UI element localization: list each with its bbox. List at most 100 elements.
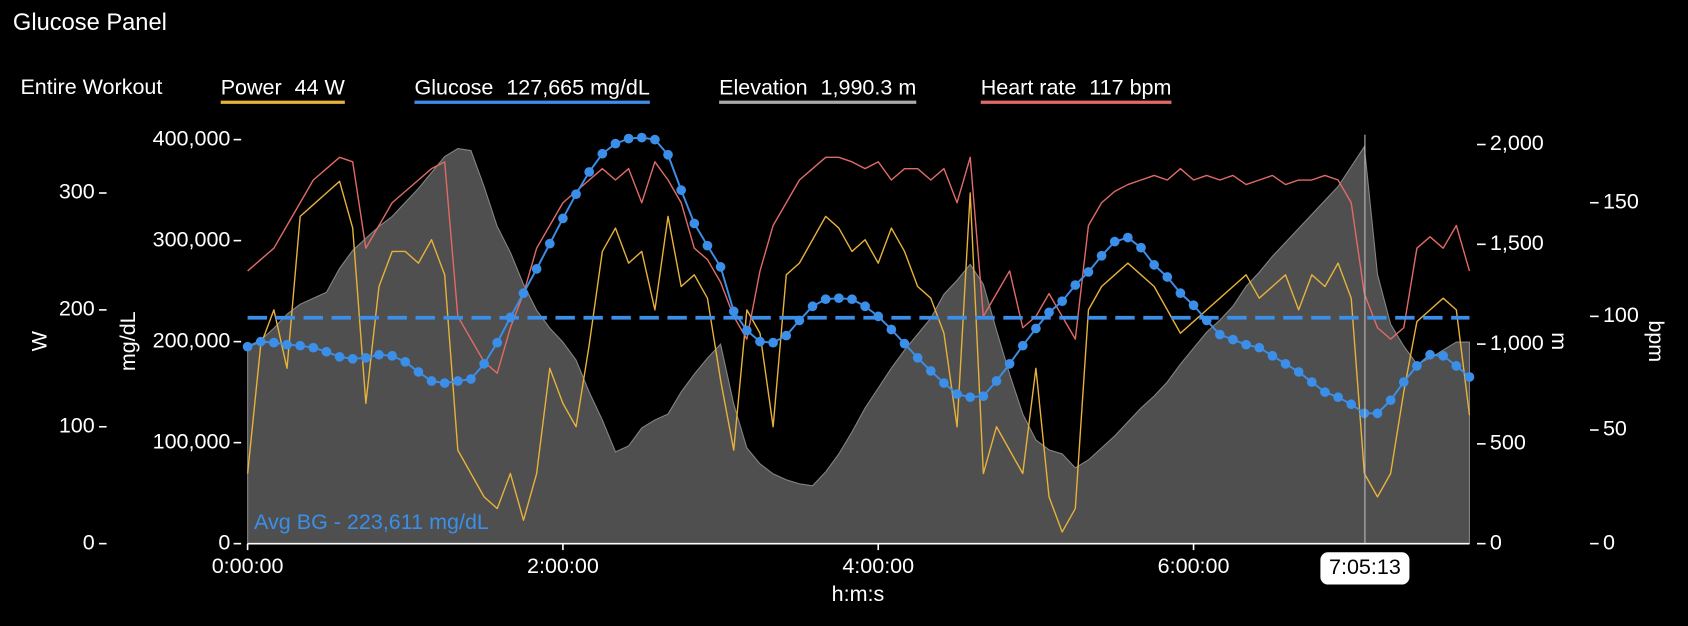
glucose-reading[interactable] <box>361 352 371 363</box>
glucose-reading[interactable] <box>1346 399 1357 410</box>
glucose-reading[interactable] <box>571 189 581 200</box>
glucose-reading[interactable] <box>1425 349 1435 360</box>
glucose-reading[interactable] <box>1214 329 1225 340</box>
glucose-reading[interactable] <box>925 366 936 376</box>
legend-title[interactable]: Entire Workout <box>20 75 162 99</box>
legend-name[interactable]: Heart rate <box>981 75 1077 99</box>
glucose-reading[interactable] <box>663 149 673 160</box>
glucose-reading[interactable] <box>295 340 306 351</box>
glucose-reading[interactable] <box>584 167 595 177</box>
glucose-reading[interactable] <box>347 353 358 364</box>
glucose-reading[interactable] <box>939 378 949 388</box>
glucose-reading[interactable] <box>820 294 831 305</box>
glucose-reading[interactable] <box>1031 323 1041 334</box>
glucose-reading[interactable] <box>1451 361 1462 371</box>
glucose-reading[interactable] <box>1398 377 1409 387</box>
glucose-reading[interactable] <box>544 238 555 249</box>
glucose-reading[interactable] <box>689 218 700 229</box>
glucose-reading[interactable] <box>518 288 529 298</box>
legend-readout[interactable]: 1,990.3 m <box>821 75 917 99</box>
glucose-reading[interactable] <box>781 330 792 341</box>
glucose-reading[interactable] <box>768 337 778 348</box>
glucose-reading[interactable] <box>755 336 765 347</box>
legend-readout[interactable]: 127,665 mg/dL <box>506 75 650 99</box>
glucose-reading[interactable] <box>1017 340 1028 351</box>
glucose-reading[interactable] <box>492 337 503 348</box>
glucose-reading[interactable] <box>1412 361 1422 371</box>
glucose-reading[interactable] <box>321 346 332 357</box>
glucose-reading[interactable] <box>1333 392 1343 403</box>
glucose-reading[interactable] <box>242 341 253 352</box>
glucose-reading[interactable] <box>452 376 463 386</box>
glucose-reading[interactable] <box>1096 250 1107 261</box>
legend-name[interactable]: Glucose <box>414 75 493 99</box>
glucose-reading[interactable] <box>1136 242 1146 253</box>
glucose-reading[interactable] <box>1057 296 1068 307</box>
glucose-reading[interactable] <box>308 342 319 353</box>
glucose-reading[interactable] <box>479 359 489 369</box>
glucose-reading[interactable] <box>439 378 450 388</box>
legend-readout[interactable]: 117 bpm <box>1089 75 1171 99</box>
glucose-reading[interactable] <box>282 339 292 350</box>
glucose-reading[interactable] <box>912 352 923 363</box>
glucose-reading[interactable] <box>952 389 962 399</box>
glucose-reading[interactable] <box>991 376 1002 386</box>
glucose-reading[interactable] <box>1464 372 1475 382</box>
glucose-reading[interactable] <box>833 293 844 304</box>
legend-item[interactable]: Power 44 W <box>221 75 346 99</box>
glucose-reading[interactable] <box>650 134 660 145</box>
glucose-reading[interactable] <box>1228 334 1238 345</box>
glucose-reading[interactable] <box>334 351 345 362</box>
legend-item[interactable]: Glucose 127,665 mg/dL <box>414 75 649 99</box>
glucose-reading[interactable] <box>1188 300 1199 311</box>
glucose-reading[interactable] <box>623 133 634 144</box>
glucose-reading[interactable] <box>676 185 687 195</box>
glucose-reading[interactable] <box>807 301 818 312</box>
glucose-reading[interactable] <box>466 374 476 384</box>
glucose-reading[interactable] <box>1306 377 1317 387</box>
glucose-reading[interactable] <box>597 148 608 159</box>
glucose-reading[interactable] <box>558 213 568 224</box>
legend-readout[interactable]: 44 W <box>295 75 346 99</box>
glucose-reading[interactable] <box>1070 280 1081 290</box>
legend-item[interactable]: Elevation 1,990.3 m <box>719 75 916 99</box>
glucose-reading[interactable] <box>1162 272 1173 282</box>
glucose-reading[interactable] <box>1385 395 1396 406</box>
glucose-reading[interactable] <box>886 324 897 335</box>
glucose-reading[interactable] <box>965 392 976 403</box>
glucose-reading[interactable] <box>610 138 621 149</box>
glucose-reading[interactable] <box>1241 339 1251 350</box>
glucose-reading[interactable] <box>1083 267 1094 277</box>
glucose-reading[interactable] <box>1267 350 1278 361</box>
glucose-reading[interactable] <box>387 350 397 361</box>
legend-name[interactable]: Power <box>221 75 282 99</box>
glucose-reading[interactable] <box>1109 236 1120 247</box>
glucose-reading[interactable] <box>374 349 384 360</box>
glucose-reading[interactable] <box>1004 359 1015 369</box>
legend-name[interactable]: Elevation <box>719 75 808 99</box>
glucose-reading[interactable] <box>715 262 726 272</box>
glucose-reading[interactable] <box>1280 359 1291 369</box>
glucose-reading[interactable] <box>728 306 739 317</box>
glucose-reading[interactable] <box>531 264 542 274</box>
glucose-reading[interactable] <box>1372 408 1383 419</box>
glucose-reading[interactable] <box>400 356 411 367</box>
glucose-reading[interactable] <box>636 132 647 143</box>
glucose-reading[interactable] <box>1320 387 1330 397</box>
glucose-reading[interactable] <box>1293 367 1304 377</box>
glucose-reading[interactable] <box>269 337 279 348</box>
glucose-reading[interactable] <box>899 338 910 349</box>
glucose-reading[interactable] <box>1123 232 1133 243</box>
glucose-reading[interactable] <box>860 301 870 312</box>
glucose-reading[interactable] <box>426 376 437 386</box>
glucose-reading[interactable] <box>978 391 989 402</box>
glucose-reading[interactable] <box>1359 408 1370 419</box>
glucose-reading[interactable] <box>702 240 713 251</box>
glucose-reading[interactable] <box>1438 350 1449 361</box>
glucose-reading[interactable] <box>255 336 266 347</box>
glucose-reading[interactable] <box>847 294 857 305</box>
glucose-reading[interactable] <box>742 325 752 336</box>
glucose-reading[interactable] <box>1254 342 1265 353</box>
glucose-reading[interactable] <box>1175 288 1186 298</box>
legend-item[interactable]: Heart rate 117 bpm <box>981 75 1172 99</box>
